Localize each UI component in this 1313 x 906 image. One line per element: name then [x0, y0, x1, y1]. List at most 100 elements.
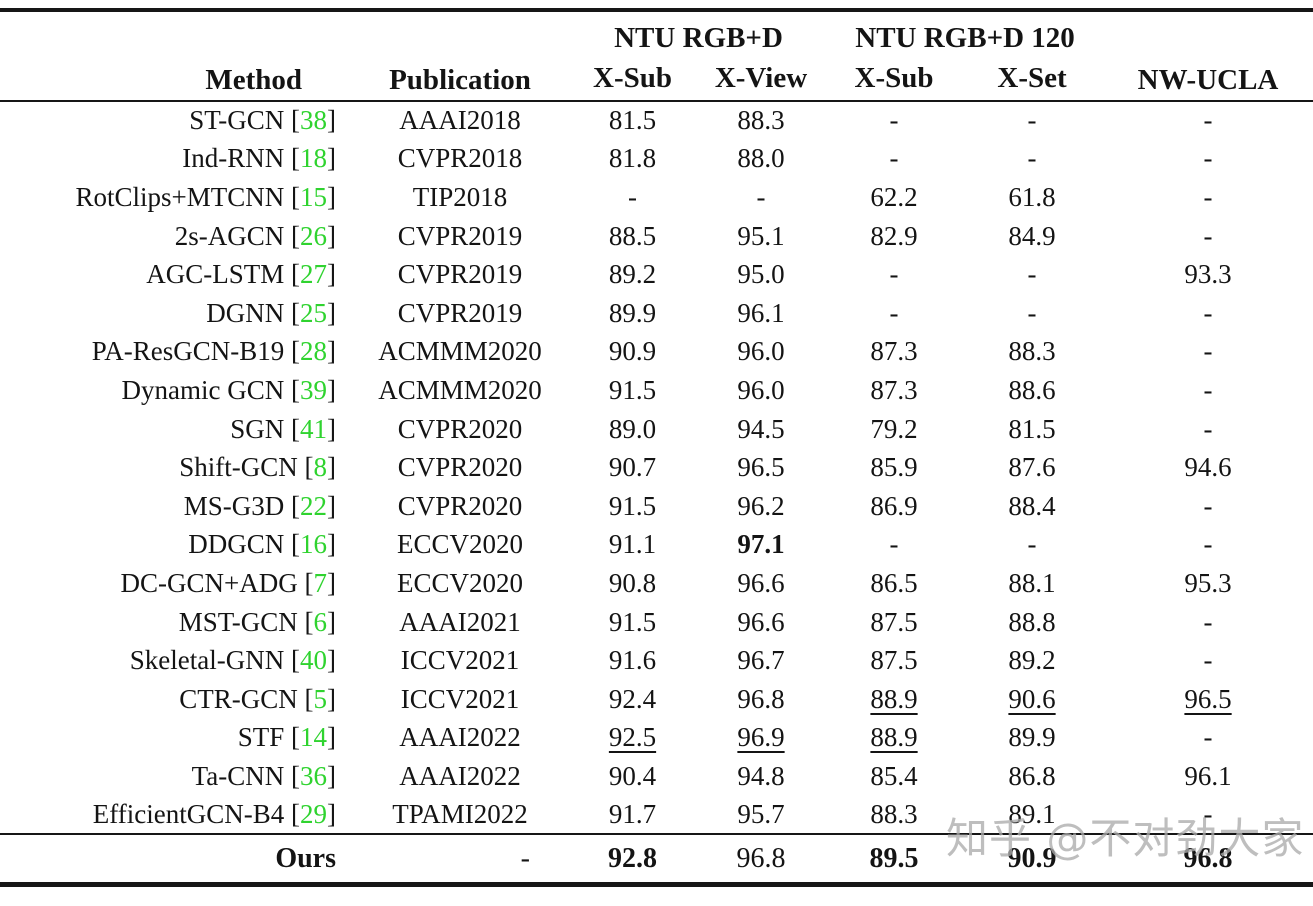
value-cell: 87.3	[870, 374, 918, 405]
cite-close-bracket: ]	[327, 645, 336, 676]
col-header-xsub-120: X-Sub	[854, 62, 934, 94]
publication-cell: AAAI2018	[399, 105, 521, 136]
table-row: PA-ResGCN-B19 [28] ACMMM2020 90.9 96.0 87.3 8…	[0, 333, 1313, 372]
value-cell: -	[1203, 297, 1213, 328]
value-cell: 95.1	[737, 220, 785, 251]
value-cell: 91.5	[608, 374, 657, 405]
cite-close-bracket: ]	[327, 606, 336, 637]
table-row: MST-GCN [6] AAAI2021 91.5 96.6 87.5 88.8 -	[0, 603, 1313, 642]
table-row: DGNN [25] CVPR2019 89.9 96.1 - - -	[0, 294, 1313, 333]
col-header-method: Method	[205, 63, 302, 96]
value-cell: 96.2	[737, 490, 785, 521]
value-cell: -	[1027, 143, 1037, 174]
col-header-nw-ucla: NW-UCLA	[1137, 63, 1279, 96]
method-name: DGNN	[206, 297, 285, 328]
table-row: AGC-LSTM [27] CVPR2019 89.2 95.0 - - 93.3	[0, 255, 1313, 294]
method-name: 2s-AGCN	[174, 220, 285, 251]
value-cell: -	[889, 259, 899, 290]
value-cell: -	[1203, 374, 1213, 405]
method-cell: Ta-CNN [36]	[0, 757, 350, 796]
citation-number: 26	[300, 220, 327, 251]
value-cell: -	[889, 529, 899, 560]
value-cell: 91.5	[608, 490, 657, 521]
citation-number: 39	[300, 374, 327, 405]
cite-open-bracket: [	[284, 220, 300, 251]
publication-cell: CVPR2019	[397, 259, 523, 290]
method-cell: PA-ResGCN-B19 [28]	[0, 333, 350, 372]
publication-cell: AAAI2022	[399, 722, 521, 753]
publication-cell: AAAI2022	[399, 760, 521, 791]
method-name: Ind-RNN	[182, 143, 285, 174]
value-cell: 81.5	[1008, 413, 1056, 444]
method-name: Ta-CNN	[191, 760, 285, 791]
value-cell: 87.3	[870, 336, 918, 367]
value-cell: -	[889, 297, 899, 328]
value-cell: 90.4	[608, 760, 657, 791]
value-cell: 89.5	[869, 842, 919, 874]
value-cell: -	[1027, 297, 1037, 328]
cite-close-bracket: ]	[327, 683, 336, 714]
value-cell: 92.8	[608, 842, 657, 874]
value-cell: 89.9	[608, 297, 657, 328]
value-cell: -	[889, 105, 899, 136]
cite-open-bracket: [	[297, 606, 314, 637]
cite-close-bracket: ]	[327, 374, 336, 405]
value-cell: 91.5	[608, 606, 657, 637]
publication-cell: AAAI2021	[399, 606, 521, 637]
value-cell: 92.4	[608, 683, 657, 714]
cite-close-bracket: ]	[327, 105, 336, 136]
value-cell: 95.7	[737, 798, 785, 829]
value-cell: 62.2	[870, 181, 918, 212]
publication-cell: -	[520, 842, 530, 874]
publication-cell: ECCV2020	[396, 567, 523, 598]
col-header-xsub: X-Sub	[593, 62, 672, 94]
method-name: AGC-LSTM	[146, 259, 285, 290]
results-comparison-table: Method Publication NTU RGB+D NTU RGB+D 1…	[0, 8, 1313, 887]
method-cell: Ours	[0, 834, 350, 884]
value-cell: 96.8	[1183, 842, 1233, 874]
value-cell: 87.5	[870, 606, 918, 637]
value-cell: 88.4	[1008, 490, 1056, 521]
method-cell: MS-G3D [22]	[0, 487, 350, 526]
method-name: MS-G3D	[183, 490, 285, 521]
value-cell: 79.2	[870, 413, 918, 444]
value-cell: 88.9	[870, 683, 918, 714]
cite-open-bracket: [	[284, 259, 300, 290]
value-cell: -	[1203, 413, 1213, 444]
value-cell: 96.1	[1184, 760, 1232, 791]
citation-number: 6	[313, 606, 328, 637]
value-cell: -	[1203, 490, 1213, 521]
value-cell: 96.6	[737, 606, 785, 637]
value-cell: -	[1203, 606, 1213, 637]
value-cell: 88.8	[1008, 606, 1056, 637]
value-cell: 91.1	[608, 529, 657, 560]
value-cell: 88.1	[1008, 567, 1056, 598]
method-cell: CTR-GCN [5]	[0, 680, 350, 719]
citation-number: 18	[300, 143, 327, 174]
method-name: RotClips+MTCNN	[75, 181, 285, 212]
method-name: Dynamic GCN	[121, 374, 285, 405]
cite-open-bracket: [	[284, 798, 300, 829]
cite-close-bracket: ]	[327, 413, 336, 444]
cite-close-bracket: ]	[327, 143, 336, 174]
value-cell: -	[1027, 529, 1037, 560]
method-cell: SGN [41]	[0, 410, 350, 449]
citation-number: 28	[300, 336, 327, 367]
publication-cell: ECCV2020	[396, 529, 523, 560]
value-cell: 89.1	[1008, 798, 1056, 829]
method-cell: STF [14]	[0, 719, 350, 758]
value-cell: 94.6	[1184, 452, 1232, 483]
citation-number: 29	[300, 798, 327, 829]
method-cell: 2s-AGCN [26]	[0, 217, 350, 256]
value-cell: 95.0	[737, 259, 785, 290]
method-name: STF	[237, 722, 285, 753]
col-header-publication: Publication	[389, 63, 531, 96]
cite-close-bracket: ]	[327, 490, 336, 521]
table-row: STF [14] AAAI2022 92.5 96.9 88.9 89.9 -	[0, 719, 1313, 758]
value-cell: -	[1203, 181, 1213, 212]
publication-cell: CVPR2020	[397, 490, 523, 521]
table-row: Ta-CNN [36] AAAI2022 90.4 94.8 85.4 86.8 96.1	[0, 757, 1313, 796]
value-cell: -	[1203, 105, 1213, 136]
cite-close-bracket: ]	[327, 798, 336, 829]
publication-cell: CVPR2019	[397, 220, 523, 251]
